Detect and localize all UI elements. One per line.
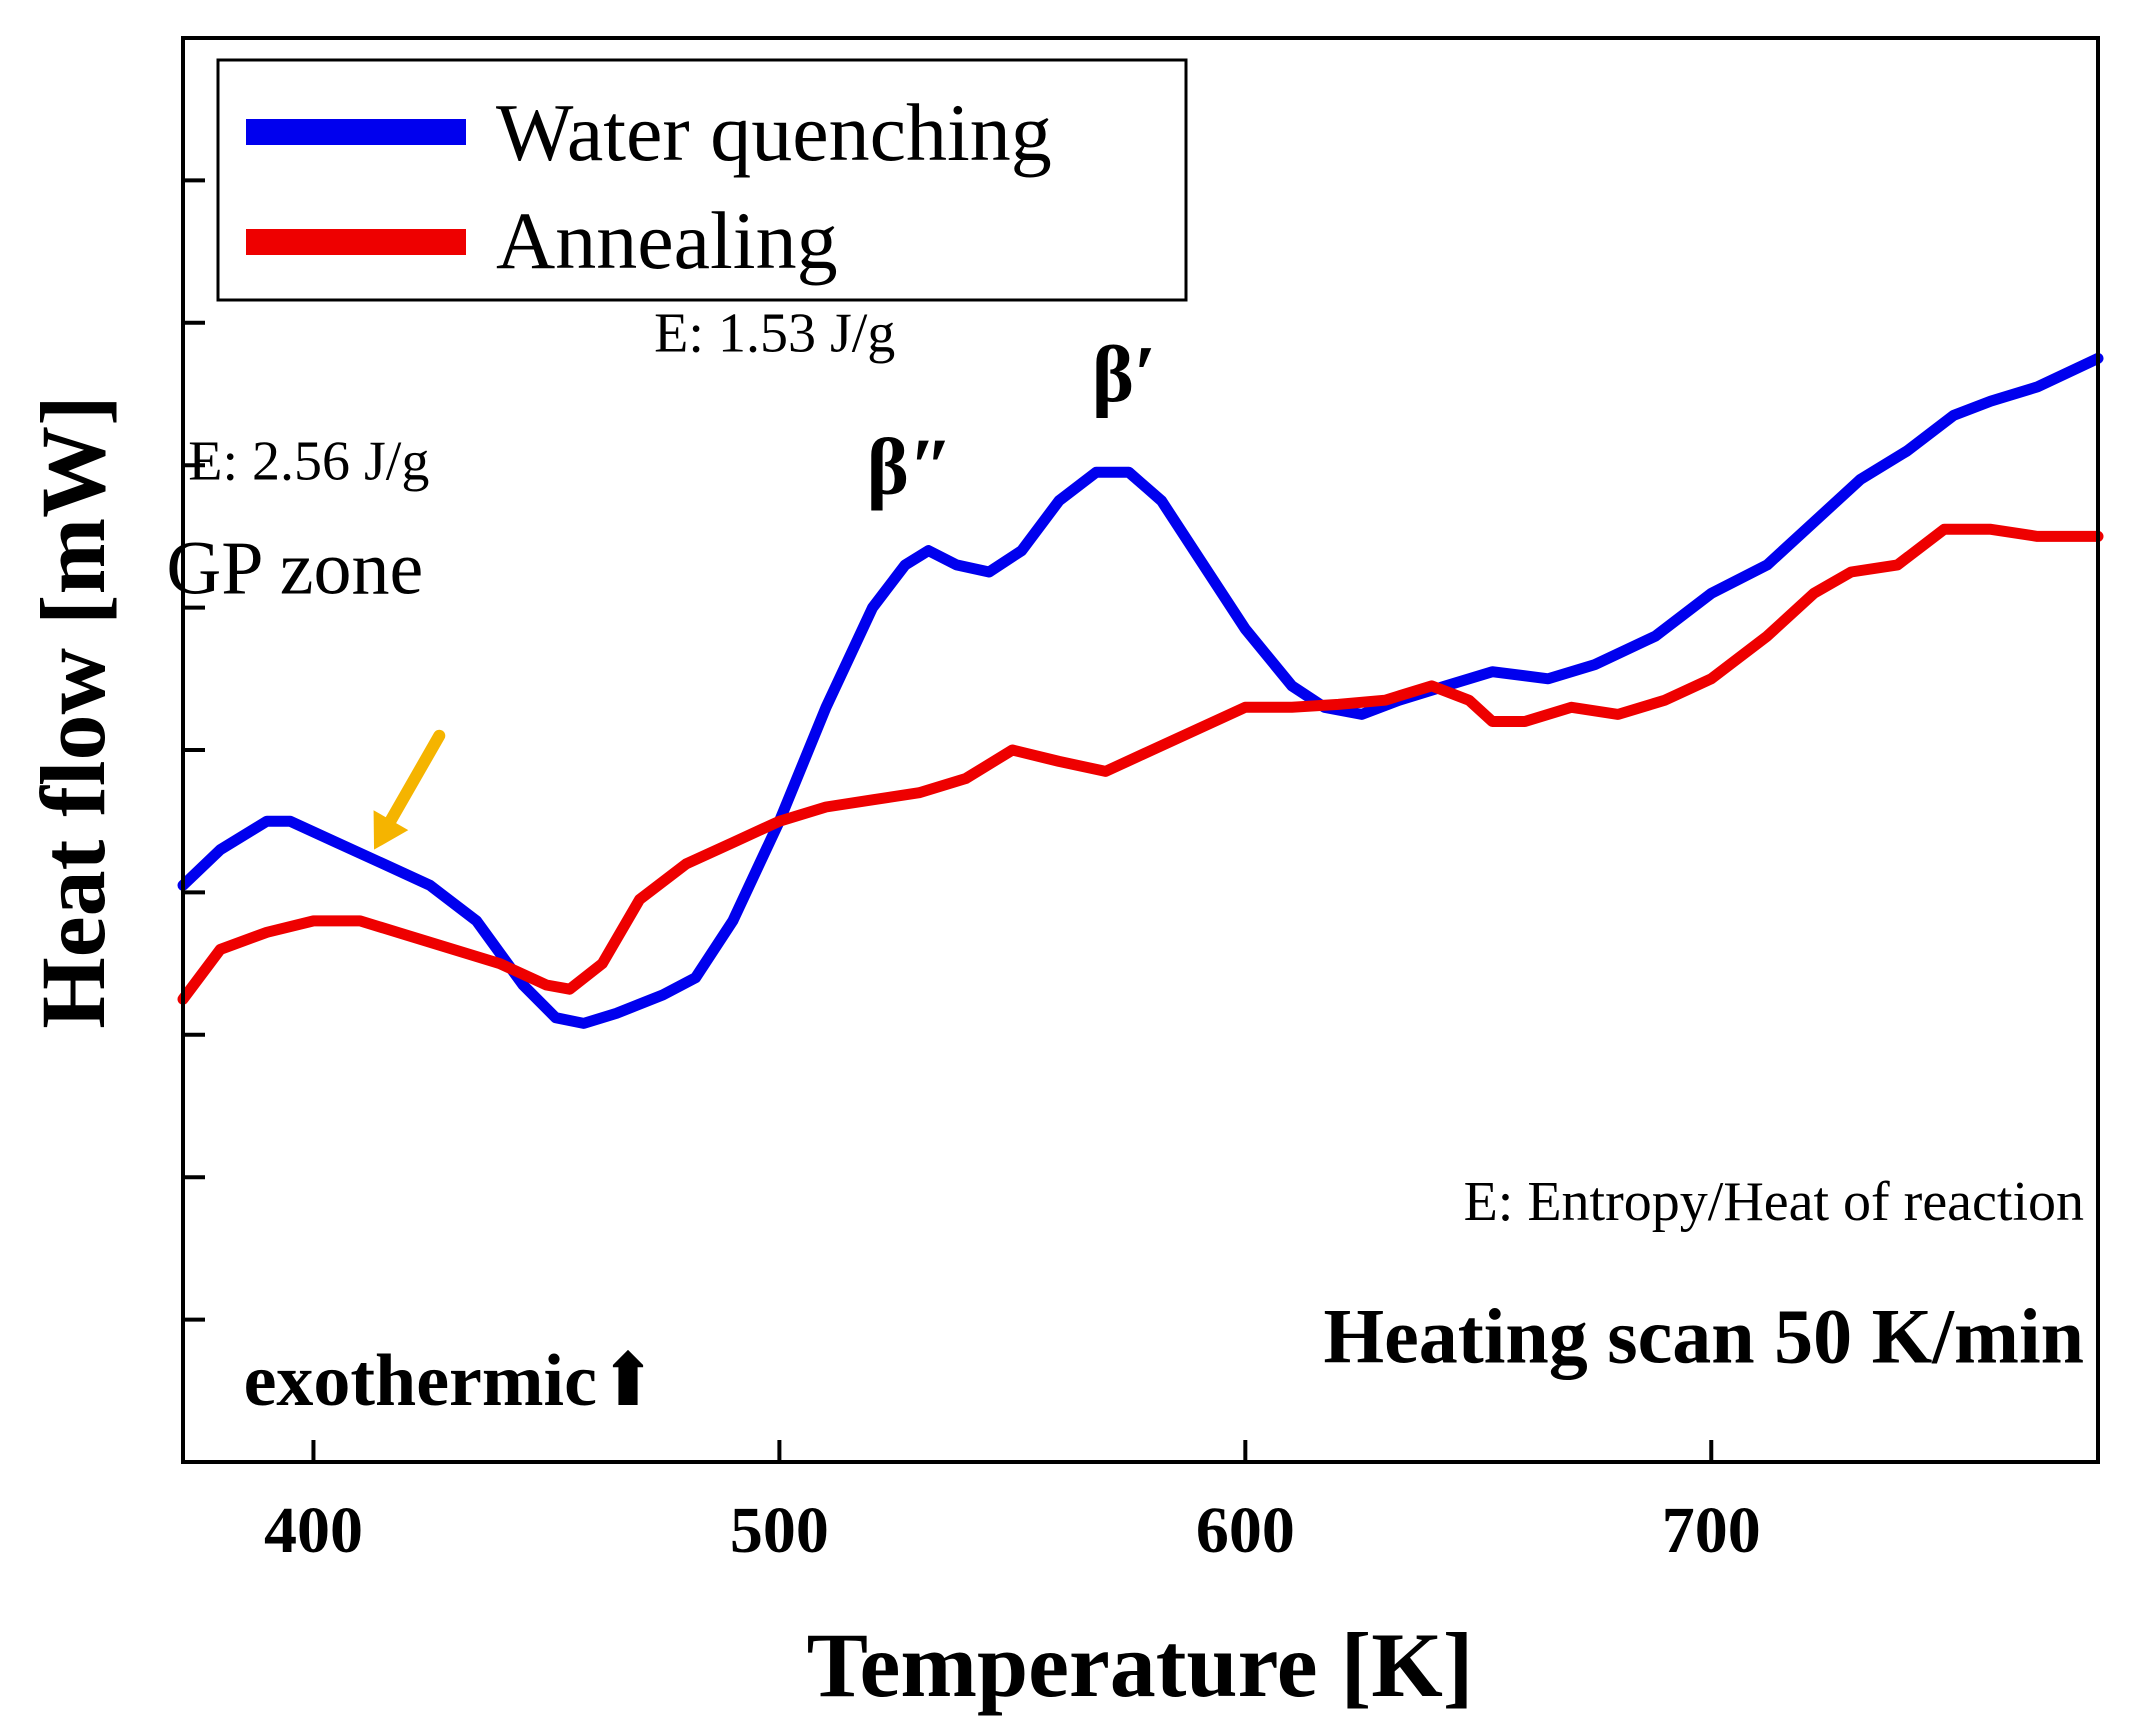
annotation-exothermic: exothermic⬆ [244, 1340, 659, 1422]
annotation-beta-prime: β′ [1092, 331, 1157, 419]
x-tick-label-700: 700 [1662, 1494, 1761, 1567]
x-tick-label-400: 400 [264, 1494, 363, 1567]
x-axis-label: Temperature [K] [807, 1614, 1474, 1716]
legend-label-annealing: Annealing [496, 195, 838, 286]
x-tick-label-600: 600 [1196, 1494, 1295, 1567]
annotation-gp-energy: E: 2.56 J/g [188, 430, 429, 492]
series-line-water-quenching [177, 352, 2104, 1029]
annotation-gp-zone: GP zone [166, 526, 423, 610]
gp-zone-arrow-shaft [384, 729, 446, 827]
x-tick-label-500: 500 [730, 1494, 829, 1567]
legend-box [216, 58, 1188, 302]
annotation-beta-double-prime-energy: E: 1.53 J/g [654, 302, 895, 364]
axis-ticks: 400 500 600 700 [183, 178, 1761, 1567]
gp-zone-arrow-head [373, 810, 409, 850]
legend-label-water-quenching: Water quenching [496, 87, 1052, 178]
y-axis-label: Heat flow [mW] [22, 395, 124, 1029]
series-lines [177, 352, 2104, 1029]
annotation-entropy-note: E: Entropy/Heat of reaction [1464, 1171, 2084, 1233]
legend: Water quenching Annealing [216, 58, 1188, 302]
annotation-beta-double-prime: β″ [867, 424, 953, 512]
series-line-annealing [177, 523, 2104, 1005]
annotation-heating-scan: Heating scan 50 K/min [1323, 1292, 2084, 1379]
plot-area-frame [181, 36, 2100, 1464]
